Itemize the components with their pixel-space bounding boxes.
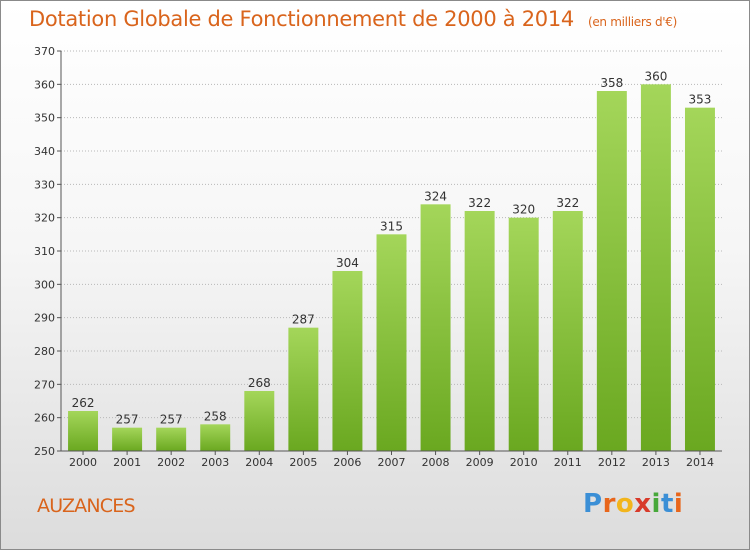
- bar-value-label: 258: [204, 409, 227, 423]
- bar-2004: [244, 391, 275, 451]
- bar-2011: [552, 211, 583, 451]
- bar-value-label: 257: [116, 413, 139, 427]
- bar-2010: [508, 217, 539, 451]
- bar-value-label: 257: [160, 413, 183, 427]
- bar-value-label: 358: [600, 76, 623, 90]
- bar-2003: [200, 424, 231, 451]
- bar-2014: [684, 107, 715, 452]
- x-tick-label: 2008: [422, 456, 450, 469]
- bar-value-label: 324: [424, 189, 447, 203]
- x-tick-label: 2009: [466, 456, 494, 469]
- x-tick-label: 2005: [289, 456, 317, 469]
- bar-value-label: 353: [689, 93, 712, 107]
- y-tick-label: 260: [34, 412, 55, 425]
- x-tick-label: 2004: [245, 456, 273, 469]
- x-tick-label: 2007: [378, 456, 406, 469]
- bar-2007: [376, 234, 407, 451]
- logo-letter: x: [634, 489, 652, 519]
- y-tick-label: 280: [34, 345, 55, 358]
- bars-group: 262 257 257 258 268 287 304 315 324 322 320 322 358 3…: [68, 69, 715, 452]
- x-tick-label: 2013: [642, 456, 670, 469]
- y-tick-label: 290: [34, 312, 55, 325]
- x-tick-label: 2010: [510, 456, 538, 469]
- bar-2009: [464, 211, 495, 451]
- x-tick-label: 2011: [554, 456, 582, 469]
- x-axis: 2000 2001 2002 2003 2004 2005 2006 2007 2008 2009…: [61, 450, 722, 469]
- bar-value-label: 304: [336, 256, 359, 270]
- y-tick-label: 340: [34, 145, 55, 158]
- y-tick-label: 270: [34, 378, 55, 391]
- y-tick-label: 310: [34, 245, 55, 258]
- bar-2000: [68, 411, 99, 451]
- y-tick-label: 370: [34, 45, 55, 58]
- chart-title: Dotation Globale de Fonctionnement de 20…: [29, 7, 677, 31]
- bar-2013: [640, 84, 671, 451]
- logo-letter: t: [660, 489, 674, 519]
- bar-value-label: 322: [556, 196, 579, 210]
- x-tick-label: 2006: [333, 456, 361, 469]
- bar-value-label: 268: [248, 376, 271, 390]
- bar-value-label: 322: [468, 196, 491, 210]
- bar-value-label: 360: [644, 69, 667, 83]
- chart-subtitle: (en milliers d'€): [587, 15, 677, 29]
- x-tick-label: 2002: [157, 456, 185, 469]
- bar-2012: [596, 91, 627, 451]
- x-tick-label: 2012: [598, 456, 626, 469]
- proxiti-logo: Proxiti: [583, 489, 683, 519]
- bar-2006: [332, 271, 363, 451]
- bar-2008: [420, 204, 451, 451]
- y-axis: 250 260 270 280 290 300 310 320 330 340 350 360 370: [34, 45, 62, 458]
- logo-letter: i: [651, 489, 661, 519]
- bar-2005: [288, 327, 319, 451]
- x-tick-label: 2001: [113, 456, 141, 469]
- logo-letter: o: [615, 489, 635, 519]
- bar-2001: [112, 427, 143, 451]
- bar-2002: [156, 427, 187, 451]
- x-tick-label: 2003: [201, 456, 229, 469]
- y-tick-label: 300: [34, 278, 55, 291]
- logo-letter: P: [583, 489, 603, 519]
- y-tick-label: 330: [34, 178, 55, 191]
- x-tick-label: 2000: [69, 456, 97, 469]
- y-tick-label: 350: [34, 112, 55, 125]
- y-tick-label: 250: [34, 445, 55, 458]
- bar-value-label: 315: [380, 219, 403, 233]
- logo-letter: i: [673, 489, 684, 519]
- bar-value-label: 287: [292, 313, 315, 327]
- y-tick-label: 360: [34, 78, 55, 91]
- commune-name: AUZANCES: [37, 495, 136, 517]
- bar-value-label: 262: [72, 396, 95, 410]
- x-tick-label: 2014: [686, 456, 714, 469]
- bar-value-label: 320: [512, 203, 535, 217]
- logo-letter: r: [602, 489, 616, 519]
- y-tick-label: 320: [34, 212, 55, 225]
